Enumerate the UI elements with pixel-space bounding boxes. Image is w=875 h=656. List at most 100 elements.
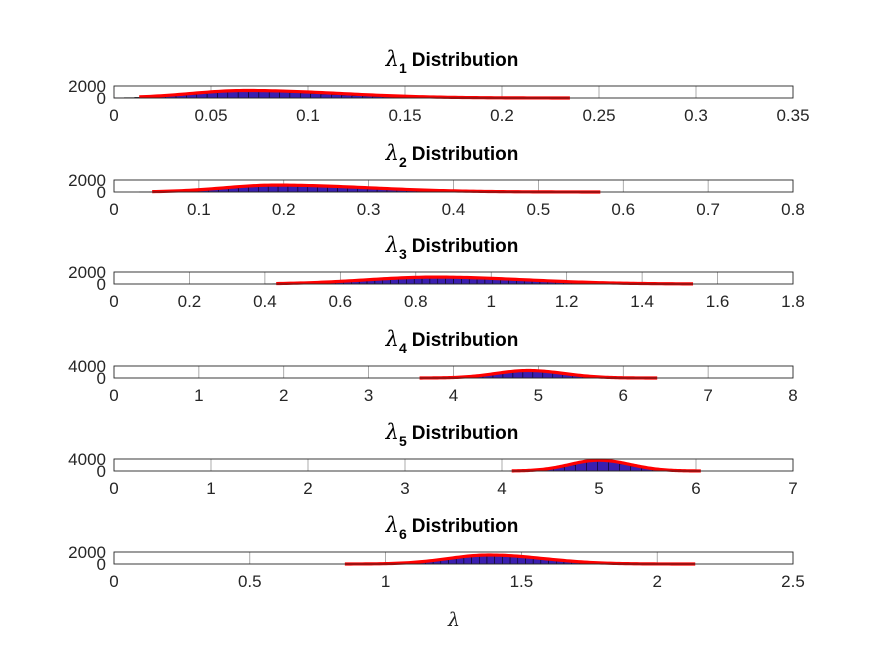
histogram-bar: [509, 556, 519, 565]
y-tick-label: 0: [97, 555, 106, 574]
x-tick-label: 0.3: [357, 200, 381, 219]
x-tick-label: 0.7: [696, 200, 720, 219]
x-tick-label: 2: [652, 572, 661, 591]
x-tick-label: 1: [381, 572, 390, 591]
x-tick-label: 0.4: [253, 292, 277, 311]
histogram-bar: [287, 185, 299, 193]
title-symbol: λ: [385, 513, 399, 537]
x-tick-label: 0: [109, 479, 118, 498]
y-tick-label: 0: [97, 183, 106, 202]
x-tick-label: 2: [303, 479, 312, 498]
histogram-bar: [406, 278, 415, 285]
y-tick-label: 2000: [68, 263, 106, 282]
histogram-bar: [468, 278, 478, 285]
title-symbol: λ: [385, 47, 399, 71]
y-tick-label: 0: [97, 369, 106, 388]
histogram-bar: [421, 277, 431, 285]
histogram-bar: [597, 460, 609, 472]
x-tick-label: 4: [449, 386, 458, 405]
histogram-bar: [258, 91, 270, 99]
x-tick-label: 0.8: [781, 200, 805, 219]
title-symbol: λ: [385, 327, 399, 351]
x-tick-label: 0.35: [776, 106, 809, 125]
fit-curve: [511, 458, 701, 473]
title-symbol: λ: [385, 141, 399, 165]
x-tick-label: 4: [497, 479, 506, 498]
title-text: Distribution: [412, 423, 519, 444]
x-tick-label: 0.05: [194, 106, 227, 125]
x-tick-label: 0.6: [611, 200, 635, 219]
x-tick-label: 0.5: [527, 200, 551, 219]
x-tick-label: 0.4: [442, 200, 466, 219]
axes-frame: [113, 179, 794, 193]
axes-background: [114, 459, 793, 471]
title-subscript: 4: [399, 340, 407, 356]
histogram-bar: [268, 91, 280, 99]
histogram-bar: [267, 185, 279, 193]
histogram-bar: [429, 277, 439, 285]
y-tick-label: 4000: [68, 450, 106, 469]
x-tick-label: 0.2: [490, 106, 514, 125]
y-tick-label: 0: [97, 462, 106, 481]
histogram-bar: [310, 93, 322, 99]
x-tick-label: 0.1: [187, 200, 211, 219]
y-tick-label: 0: [97, 89, 106, 108]
histogram-bar: [237, 91, 249, 99]
x-tick-label: 1.4: [630, 292, 654, 311]
histogram-bar: [217, 91, 229, 99]
histogram-bar: [258, 185, 269, 193]
title-subscript: 3: [399, 246, 407, 262]
title-subscript: 2: [399, 154, 407, 170]
histogram-bar: [445, 277, 454, 285]
x-tick-label: 6: [691, 479, 700, 498]
x-tick-label: 1.2: [555, 292, 579, 311]
subplot-title: λ3 Distribution: [385, 233, 519, 262]
axes-frame: [113, 458, 794, 472]
x-tick-label: 0.8: [404, 292, 428, 311]
title-symbol: λ: [385, 420, 399, 444]
axes-frame: [113, 85, 794, 99]
title-symbol: λ: [385, 233, 399, 257]
x-tick-label: 0.5: [238, 572, 262, 591]
x-tick-label: 0.1: [296, 106, 320, 125]
histogram-bar: [517, 557, 526, 565]
x-axis-label: λ: [447, 609, 460, 631]
histogram-bar: [486, 555, 495, 565]
title-text: Distribution: [412, 50, 519, 71]
subplot-title: λ1 Distribution: [385, 47, 519, 76]
x-tick-label: 2.5: [781, 572, 805, 591]
title-text: Distribution: [412, 236, 519, 257]
axes-frame: [113, 365, 794, 379]
histogram-bar: [494, 555, 503, 565]
x-tick-label: 0.2: [178, 292, 202, 311]
x-tick-label: 1: [486, 292, 495, 311]
x-tick-label: 0: [109, 106, 118, 125]
y-tick-label: 2000: [68, 543, 106, 562]
histogram-bar: [502, 556, 511, 565]
x-tick-label: 7: [703, 386, 712, 405]
x-tick-label: 0: [109, 292, 118, 311]
histogram-bar: [437, 277, 446, 285]
y-tick-label: 2000: [68, 77, 106, 96]
title-text: Distribution: [412, 144, 519, 165]
histogram-bar: [471, 556, 480, 565]
x-tick-label: 0.2: [272, 200, 296, 219]
x-tick-label: 0: [109, 572, 118, 591]
axes-frame: [113, 271, 794, 285]
histogram-bar: [299, 92, 311, 99]
histogram-bar: [279, 91, 291, 99]
x-tick-label: 5: [534, 386, 543, 405]
x-tick-label: 2: [279, 386, 288, 405]
subplot-title: λ4 Distribution: [385, 327, 519, 356]
x-tick-label: 1: [206, 479, 215, 498]
x-tick-label: 0.25: [582, 106, 615, 125]
histogram-bar: [320, 93, 332, 99]
x-tick-label: 7: [788, 479, 797, 498]
